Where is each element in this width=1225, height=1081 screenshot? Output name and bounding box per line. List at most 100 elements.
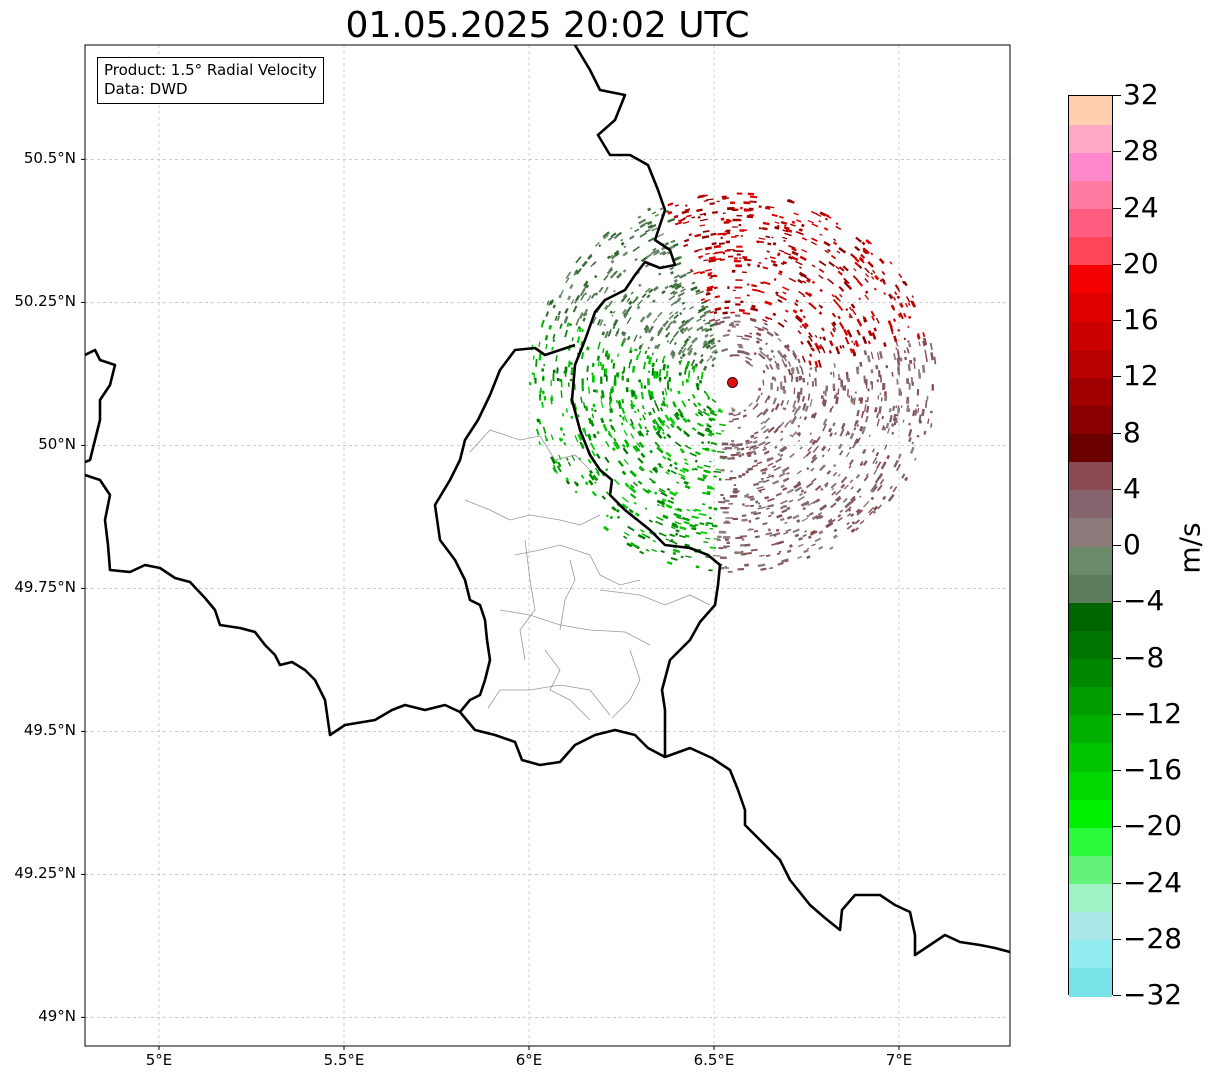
colorbar-tick-label: −16 [1123,753,1183,786]
echo-pixel [758,205,762,208]
echo-pixel [607,235,614,241]
echo-pixel [546,300,550,305]
echo-pixel [630,433,635,439]
echo-pixel [721,442,729,446]
echo-pixel [758,505,762,508]
echo-pixel [679,356,684,360]
echo-pixel [644,412,647,415]
echo-pixel [709,411,718,417]
radar-site-marker[interactable] [727,376,738,388]
echo-pixel [540,387,542,393]
colorbar-tick-label: −20 [1123,809,1183,843]
echo-pixel [871,276,875,280]
echo-pixel [686,418,691,423]
echo-pixel [639,417,642,421]
echo-pixel [783,363,788,368]
echo-pixel [623,439,630,446]
echo-pixel [887,320,893,329]
echo-pixel [746,214,754,219]
echo-pixel [735,279,743,281]
echo-pixel [755,340,761,344]
echo-pixel [783,407,787,411]
echo-pixel [832,388,836,391]
echo-pixel [788,277,797,283]
echo-pixel [743,351,750,356]
echo-pixel [633,404,636,408]
echo-pixel [825,522,834,529]
echo-pixel [921,408,925,417]
echo-pixel [812,412,817,419]
echo-pixel [822,423,827,432]
echo-pixel [795,432,799,435]
echo-pixel [869,506,875,512]
echo-pixel [667,210,673,215]
echo-pixel [651,227,658,232]
echo-pixel [912,410,915,417]
echo-pixel [561,413,565,417]
echo-pixel [665,403,669,408]
echo-pixel [889,295,894,299]
echo-pixel [874,274,880,281]
echo-pixel [684,444,690,449]
echo-pixel [681,330,685,335]
echo-pixel [727,457,736,460]
echo-pixel [882,495,887,501]
echo-pixel [740,300,744,304]
echo-pixel [738,309,745,312]
echo-pixel [798,228,803,232]
echo-pixel [759,554,765,557]
colorbar-segment [1069,714,1112,744]
echo-pixel [749,504,755,508]
colorbar-segment [1069,321,1112,350]
echo-pixel [669,490,677,497]
echo-pixel [790,367,795,374]
echo-pixel [666,561,673,565]
echo-pixel [588,479,594,486]
echo-pixel [720,506,728,510]
echo-pixel [620,294,628,303]
echo-pixel [611,314,614,317]
echo-pixel [621,443,626,448]
echo-pixel [681,286,685,289]
echo-pixel [618,399,622,408]
echo-pixel [700,371,704,380]
echo-pixel [853,420,858,427]
echo-pixel [811,477,817,483]
echo-pixel [809,367,813,371]
echo-pixel [707,339,715,345]
echo-pixel [921,364,926,373]
echo-pixel [835,225,842,231]
echo-pixel [755,500,759,504]
echo-pixel [833,295,840,301]
echo-pixel [544,335,549,341]
echo-pixel [638,432,643,437]
echo-pixel [786,549,792,554]
echo-pixel [756,486,764,490]
echo-pixel [747,467,754,472]
echo-pixel [834,495,841,502]
echo-pixel [765,532,773,536]
echo-pixel [854,245,861,252]
echo-pixel [551,346,554,351]
echo-pixel [913,362,916,369]
echo-pixel [594,481,597,484]
echo-pixel [660,491,668,497]
echo-pixel [659,426,665,432]
echo-pixel [802,534,807,538]
echo-pixel [568,323,573,327]
echo-pixel [812,498,819,505]
echo-pixel [792,352,797,360]
echo-pixel [729,476,737,480]
echo-pixel [657,463,664,469]
echo-pixel [765,354,770,358]
echo-pixel [677,349,683,356]
echo-pixel [532,355,535,360]
echo-pixel [811,264,816,268]
echo-pixel [832,471,838,477]
echo-pixel [706,287,713,292]
echo-pixel [870,488,874,493]
echo-pixel [659,407,664,412]
echo-pixel [725,517,734,519]
echo-pixel [837,513,842,518]
